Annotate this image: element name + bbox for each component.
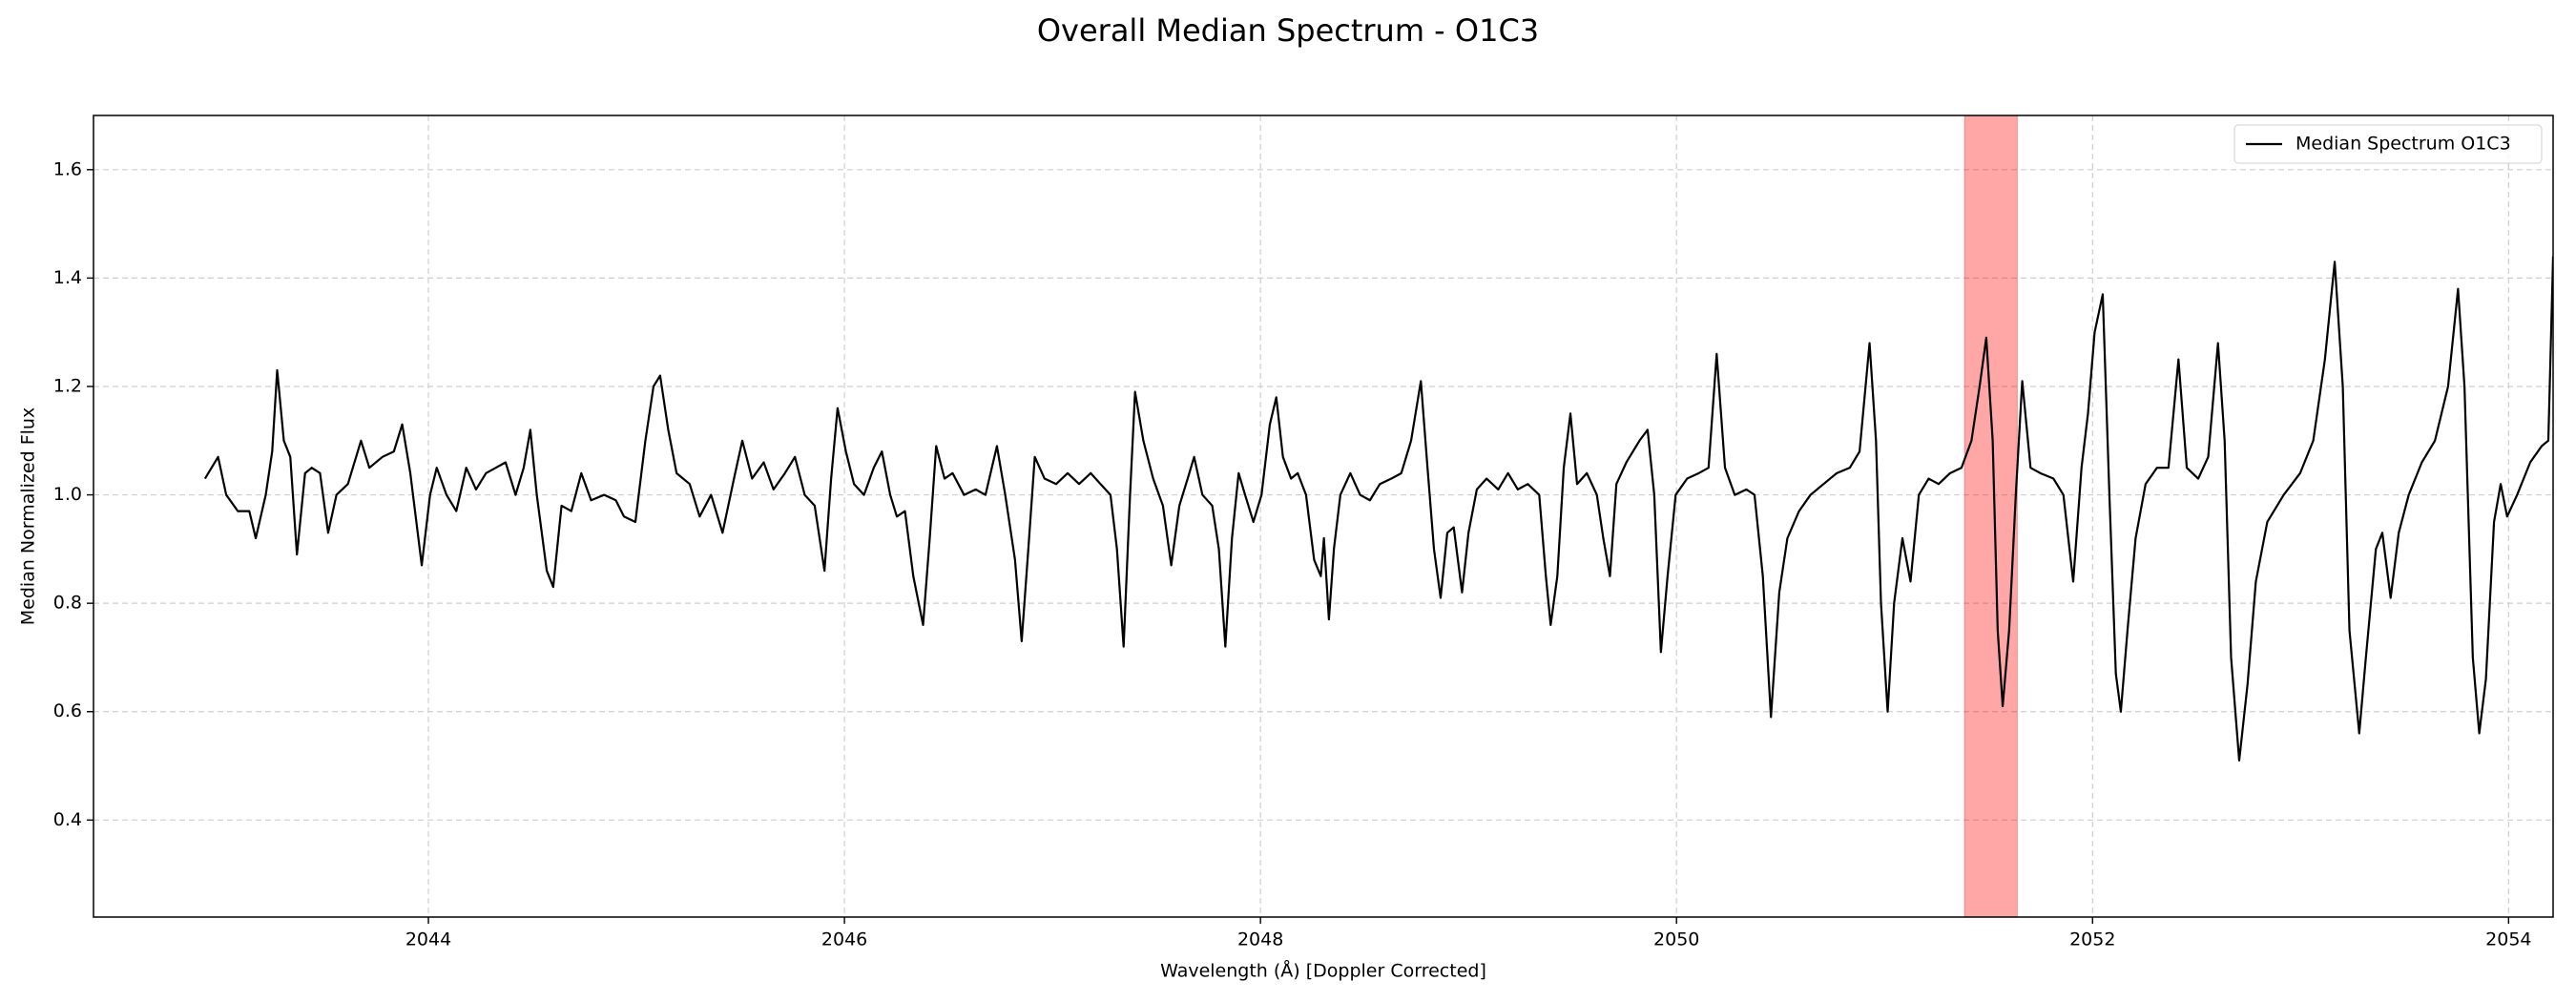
y-tick-label: 0.6 — [53, 700, 82, 721]
y-axis-label: Median Normalized Flux — [18, 407, 39, 625]
x-tick-label: 2050 — [1653, 929, 1699, 950]
x-tick-label: 2044 — [405, 929, 451, 950]
x-tick-label: 2046 — [821, 929, 867, 950]
x-tick-label: 2048 — [1237, 929, 1283, 950]
y-tick-label: 1.0 — [53, 484, 82, 505]
legend-label: Median Spectrum O1C3 — [2296, 134, 2511, 155]
y-tick-label: 0.8 — [53, 593, 82, 614]
x-tick-label: 2054 — [2485, 929, 2531, 950]
spectrum-line — [203, 256, 2553, 762]
x-axis-label: Wavelength (Å) [Doppler Corrected] — [1160, 960, 1486, 982]
x-tick-label: 2052 — [2069, 929, 2115, 950]
chart-title: Overall Median Spectrum - O1C3 — [1037, 12, 1539, 49]
y-tick-label: 1.6 — [53, 158, 82, 179]
plot-frame — [93, 115, 2554, 918]
y-tick-label: 0.4 — [53, 809, 82, 830]
y-tick-label: 1.2 — [53, 375, 82, 396]
legend-box — [2233, 124, 2543, 164]
highlight-span — [1963, 115, 2018, 918]
y-tick-label: 1.4 — [53, 267, 82, 288]
